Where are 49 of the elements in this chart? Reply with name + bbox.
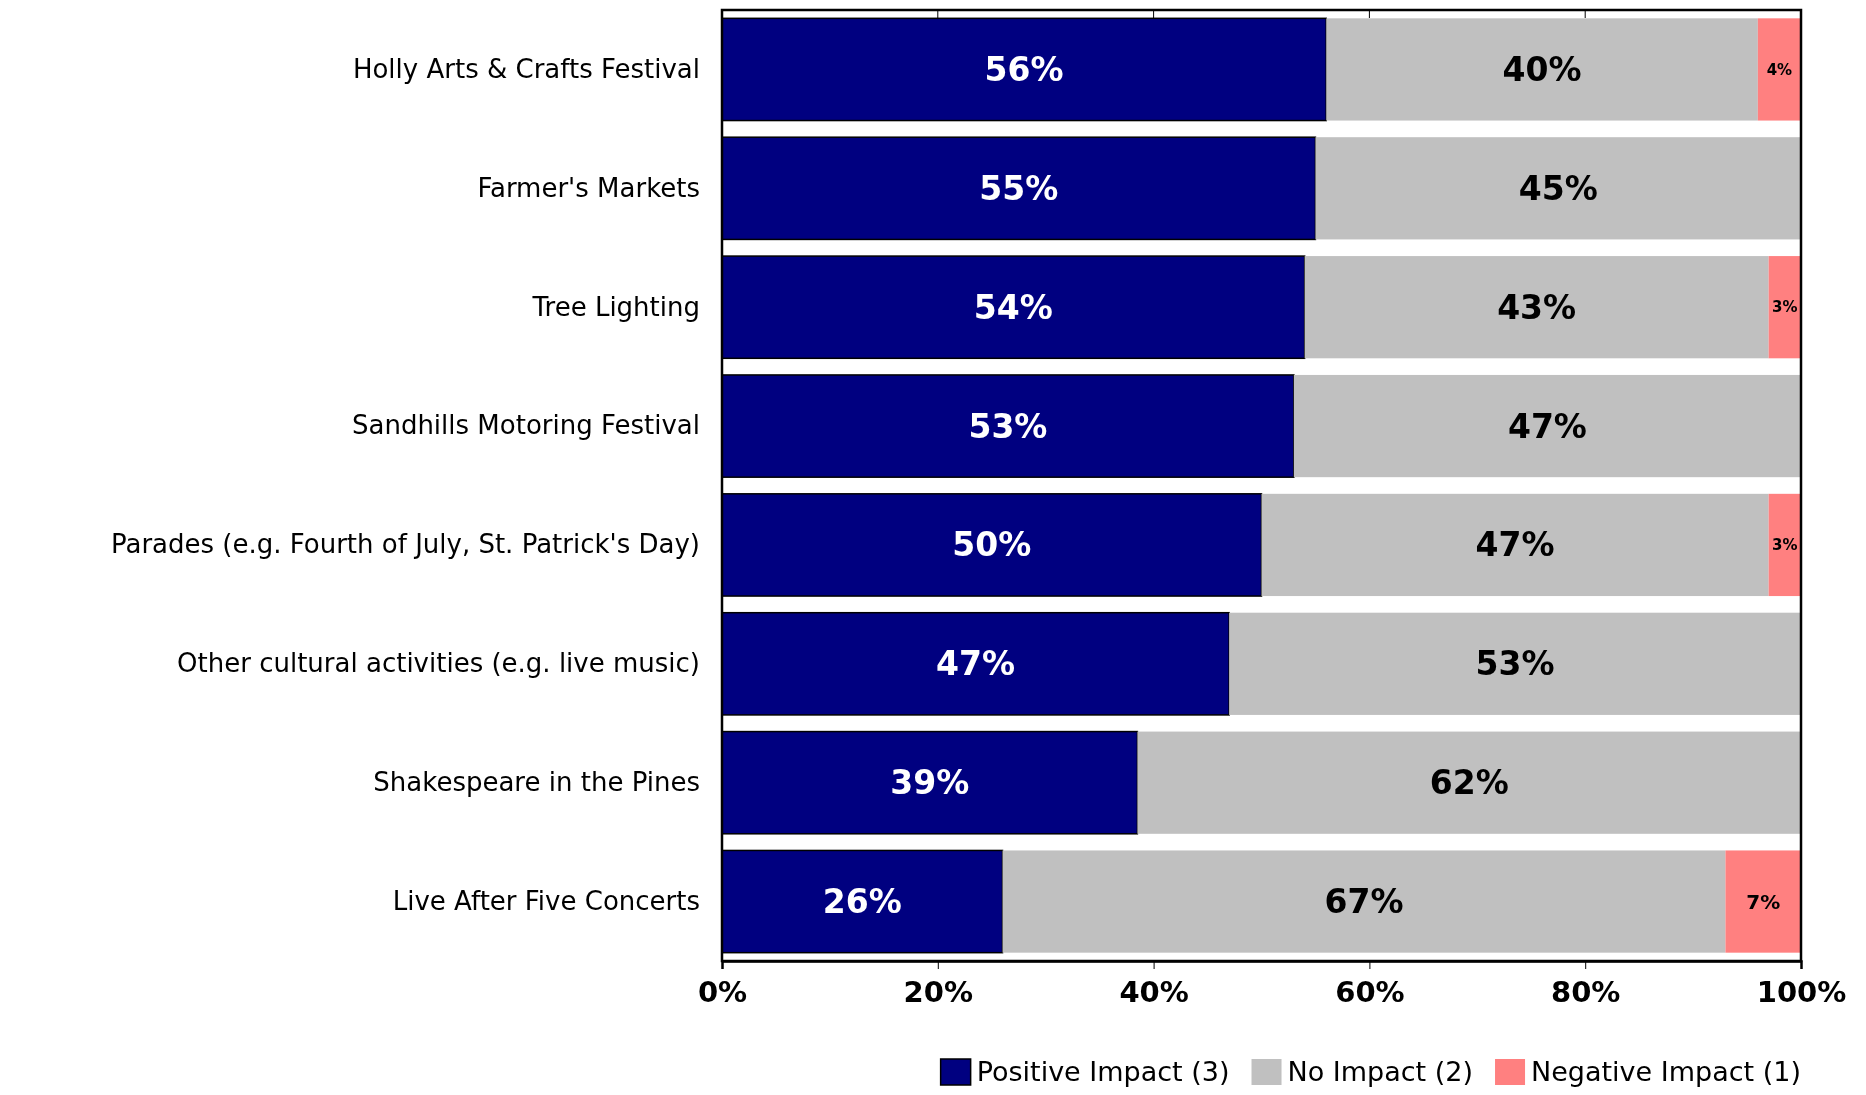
data-label: 3% bbox=[1772, 536, 1798, 555]
bar bbox=[1757, 18, 1801, 121]
legend-label: No Impact (2) bbox=[1287, 1056, 1474, 1088]
y-tick-label: Shakespeare in the Pines bbox=[373, 767, 700, 798]
bar bbox=[1137, 731, 1802, 834]
data-label: 50% bbox=[952, 525, 1032, 565]
x-tick-label: 0% bbox=[697, 974, 748, 1009]
data-label: 39% bbox=[890, 763, 970, 803]
bar bbox=[1304, 256, 1769, 359]
data-label: 43% bbox=[1497, 287, 1577, 327]
bar bbox=[1768, 493, 1801, 597]
y-tick-label: Holly Arts & Crafts Festival bbox=[352, 53, 700, 84]
y-tick-label: Sandhills Motoring Festival bbox=[351, 410, 700, 441]
y-tick-label: Other cultural activities (e.g. live music) bbox=[177, 648, 700, 679]
data-label: 56% bbox=[984, 49, 1064, 89]
data-label: 45% bbox=[1518, 168, 1598, 208]
bar bbox=[1261, 493, 1769, 597]
data-label: 47% bbox=[1475, 525, 1555, 565]
y-tick-label: Tree Lighting bbox=[531, 291, 700, 322]
x-tick-label: 80% bbox=[1550, 974, 1621, 1009]
legend-label: Negative Impact (1) bbox=[1531, 1056, 1801, 1088]
legend-label: Positive Impact (3) bbox=[976, 1056, 1230, 1088]
bar bbox=[1293, 374, 1801, 478]
data-label: 40% bbox=[1502, 49, 1582, 89]
bar bbox=[1315, 137, 1801, 240]
data-label: 47% bbox=[936, 644, 1016, 684]
bar bbox=[1326, 18, 1758, 121]
data-label: 7% bbox=[1746, 889, 1781, 914]
data-label: 4% bbox=[1766, 60, 1793, 79]
data-label: 47% bbox=[1507, 406, 1587, 446]
y-tick-label: Farmer's Markets bbox=[477, 172, 700, 203]
data-label: 53% bbox=[968, 406, 1048, 446]
y-tick-label: Parades (e.g. Fourth of July, St. Patrick's Day) bbox=[110, 529, 700, 560]
y-tick-label: Live After Five Concerts bbox=[392, 885, 700, 916]
x-tick-label: 40% bbox=[1119, 974, 1189, 1009]
data-label: 3% bbox=[1772, 298, 1798, 317]
bar bbox=[1002, 850, 1726, 953]
data-label: 67% bbox=[1324, 882, 1404, 922]
bar bbox=[1725, 850, 1801, 953]
data-label: 62% bbox=[1429, 763, 1509, 803]
data-label: 26% bbox=[822, 882, 902, 922]
x-tick-label: 20% bbox=[903, 974, 974, 1009]
x-tick-label: 100% bbox=[1756, 974, 1847, 1009]
bar bbox=[1229, 612, 1801, 715]
data-label: 55% bbox=[979, 168, 1059, 208]
bar bbox=[1768, 256, 1801, 359]
data-label: 54% bbox=[973, 287, 1053, 327]
data-label: 53% bbox=[1475, 644, 1555, 684]
x-tick-label: 60% bbox=[1335, 974, 1405, 1009]
